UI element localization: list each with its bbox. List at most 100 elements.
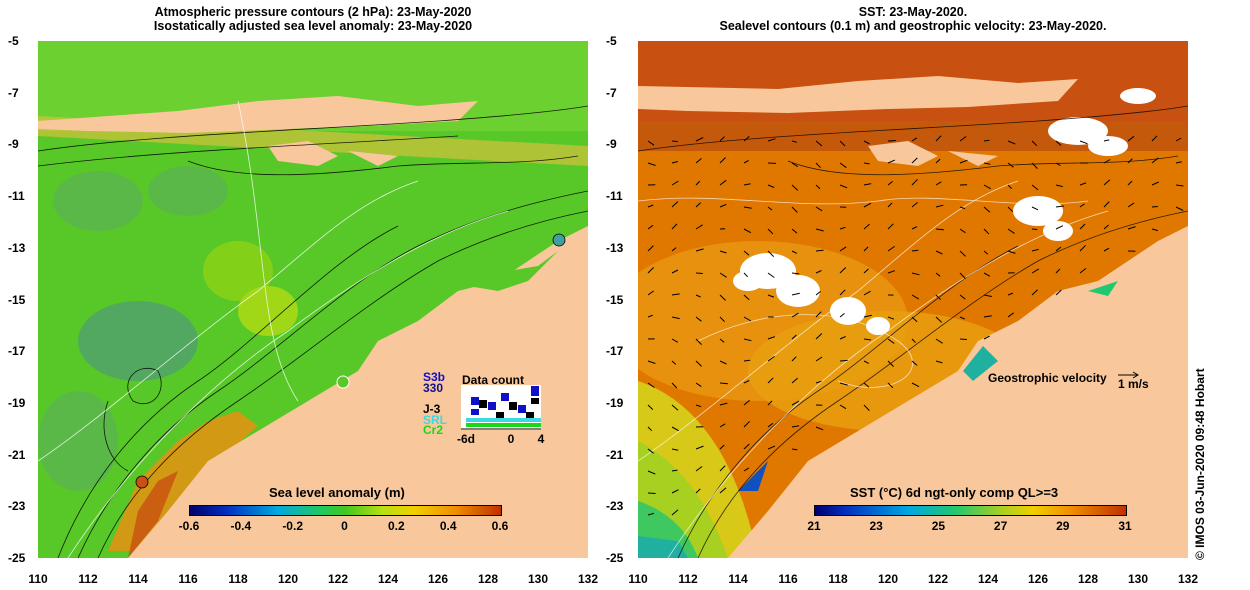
velocity-arrow	[815, 249, 824, 252]
velocity-arrow	[1055, 205, 1064, 208]
velocity-arrow	[1007, 184, 1012, 189]
velocity-arrow	[887, 316, 895, 320]
velocity-arrow	[767, 355, 775, 362]
velocity-arrow	[671, 338, 679, 343]
velocity-arrow	[839, 336, 846, 340]
velocity-arrow	[1127, 202, 1135, 208]
velocity-arrow	[719, 272, 727, 278]
velocity-arrow	[839, 404, 847, 410]
velocity-arrow	[695, 382, 702, 388]
velocity-arrow	[1079, 268, 1087, 274]
velocity-arrow	[695, 224, 703, 230]
velocity-arrow	[671, 201, 679, 208]
velocity-arrow	[719, 402, 728, 406]
velocity-arrow	[1103, 139, 1110, 142]
velocity-arrow	[1127, 180, 1133, 186]
velocity-arrow	[911, 137, 918, 142]
velocity-arrow	[1007, 292, 1014, 296]
velocity-arrow	[1031, 268, 1040, 274]
velocity-arrow	[647, 404, 654, 410]
velocity-arrow	[935, 181, 942, 186]
velocity-arrow	[743, 420, 750, 428]
sst-colorbar-tick: 27	[993, 519, 1008, 533]
velocity-arrow	[1151, 228, 1159, 232]
velocity-arrow	[791, 377, 799, 384]
velocity-arrow	[1007, 228, 1015, 234]
velocity-arrow	[815, 140, 823, 147]
velocity-arrow	[983, 250, 989, 255]
lat-tick-right: -21	[606, 447, 624, 462]
credit-text: © IMOS 03-Jun-2020 09:48 Hobart	[1193, 368, 1207, 560]
lat-tick-right: -11	[606, 189, 623, 204]
velocity-arrow	[935, 294, 941, 301]
velocity-arrow	[911, 294, 920, 300]
velocity-arrow	[887, 181, 894, 186]
velocity-arrow	[1103, 247, 1110, 252]
velocity-arrow	[743, 272, 749, 278]
velocity-arrow	[1127, 158, 1133, 164]
data-count-axis-tick: -6d	[457, 432, 475, 446]
velocity-arrow	[1175, 184, 1184, 187]
velocity-arrow	[1007, 162, 1014, 168]
velocity-arrow	[743, 359, 751, 362]
velocity-arrow	[983, 335, 990, 340]
lon-tick-left: 126	[427, 572, 449, 586]
lon-tick-left: 116	[178, 572, 198, 586]
lon-tick-right: 120	[877, 572, 899, 586]
velocity-arrow	[791, 356, 797, 362]
velocity-arrow	[815, 162, 821, 169]
sst-colorbar-tick: 21	[807, 519, 821, 533]
data-count-title: Data count	[462, 373, 525, 387]
velocity-arrow	[695, 316, 702, 322]
velocity-arrow	[887, 140, 897, 142]
velocity-arrow	[911, 249, 919, 252]
velocity-arrow	[983, 184, 992, 190]
velocity-arrow	[743, 338, 752, 342]
velocity-arrow	[743, 443, 750, 450]
velocity-arrow	[959, 272, 966, 279]
lat-tick-left: -7	[8, 85, 19, 100]
velocity-arrow	[1031, 184, 1039, 191]
lat-tick-left: -25	[8, 551, 26, 565]
velocity-arrow	[887, 202, 893, 208]
velocity-arrow	[839, 162, 847, 169]
velocity-arrow	[647, 382, 655, 388]
velocity-arrow	[1151, 135, 1158, 142]
velocity-arrow	[887, 382, 894, 389]
velocity-arrow	[767, 138, 776, 142]
velocity-arrow	[959, 316, 965, 320]
velocity-arrow	[935, 228, 944, 231]
velocity-arrow	[1103, 179, 1111, 186]
lat-tick-left: -13	[8, 240, 26, 255]
velocity-arrow	[695, 445, 704, 450]
velocity-arrow	[1103, 201, 1110, 208]
velocity-arrow	[695, 338, 702, 345]
velocity-arrow	[671, 489, 679, 494]
velocity-arrow	[911, 157, 918, 164]
velocity-arrow	[839, 226, 846, 230]
velocity-arrow	[911, 338, 916, 344]
velocity-arrow	[1079, 182, 1087, 186]
sst-colorbar-tick: 31	[1118, 519, 1132, 533]
velocity-arrow	[863, 338, 872, 341]
velocity-arrow	[935, 272, 941, 277]
velocity-arrow	[863, 268, 869, 274]
lon-tick-right: 122	[927, 572, 949, 586]
satellite-label: S3b	[423, 370, 446, 384]
velocity-arrow	[791, 448, 798, 451]
velocity-arrow	[863, 404, 870, 411]
velocity-arrow	[767, 422, 774, 428]
velocity-arrow	[1127, 226, 1136, 230]
velocity-arrow	[791, 228, 798, 234]
velocity-arrow	[815, 380, 822, 384]
velocity-arrow	[1055, 268, 1061, 274]
velocity-arrow	[1007, 250, 1016, 254]
velocity-arrow	[671, 180, 679, 186]
velocity-arrow	[647, 140, 655, 146]
sla-colorbar-tick: 0	[341, 519, 348, 533]
velocity-arrow	[671, 316, 680, 320]
velocity-arrow	[1055, 184, 1063, 188]
velocity-arrow	[791, 272, 800, 275]
lon-tick-right: 128	[1077, 572, 1099, 586]
velocity-arrow	[647, 360, 656, 364]
